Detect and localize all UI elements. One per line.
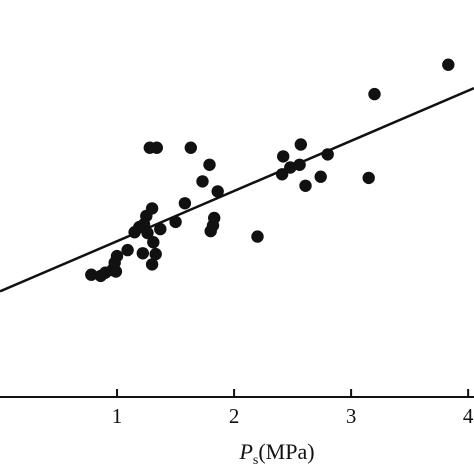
data-point-25 [196,175,209,188]
data-point-39 [321,148,334,161]
data-point-36 [294,138,307,151]
data-point-34 [284,161,297,174]
x-axis-title: Ps(MPa) [238,439,314,468]
data-point-41 [368,87,381,101]
x-tick-label-2: 2 [229,404,240,428]
data-point-17 [145,258,159,271]
data-point-31 [251,230,264,243]
x-tick-label-4: 4 [463,404,474,428]
data-point-40 [362,171,375,185]
data-point-19 [149,247,162,261]
x-axis-ticks [116,389,470,397]
data-point-37 [299,179,312,192]
data-point-18 [147,236,160,249]
x-axis-title-unit: (MPa) [258,439,314,464]
data-point-30 [211,185,224,198]
data-point-22 [169,215,182,229]
data-point-26 [203,158,216,171]
data-point-16 [145,202,159,215]
data-point-42 [442,58,455,71]
data-point-35 [293,158,306,171]
data-point-23 [178,197,192,210]
data-point-38 [314,170,327,183]
plot-area: 1 2 3 4 [0,58,474,428]
data-point-7 [110,249,124,263]
data-point-8 [121,243,134,257]
x-tick-label-1: 1 [112,404,123,428]
data-point-33 [277,150,290,163]
x-tick-label-3: 3 [346,404,357,428]
data-point-1 [85,268,98,281]
data-point-21 [154,222,167,236]
data-point-11 [136,247,149,260]
x-axis-tick-labels: 1 2 3 4 [112,404,474,428]
x-axis-title-main: P [238,439,252,464]
data-point-14 [141,226,154,240]
data-points [85,58,455,283]
data-point-29 [208,211,221,225]
data-point-20 [150,141,163,154]
x-axis-title-subscript: s [253,453,258,468]
data-point-32 [275,168,289,181]
data-point-24 [184,141,197,154]
regression-line [0,86,474,293]
data-point-6 [109,265,123,278]
